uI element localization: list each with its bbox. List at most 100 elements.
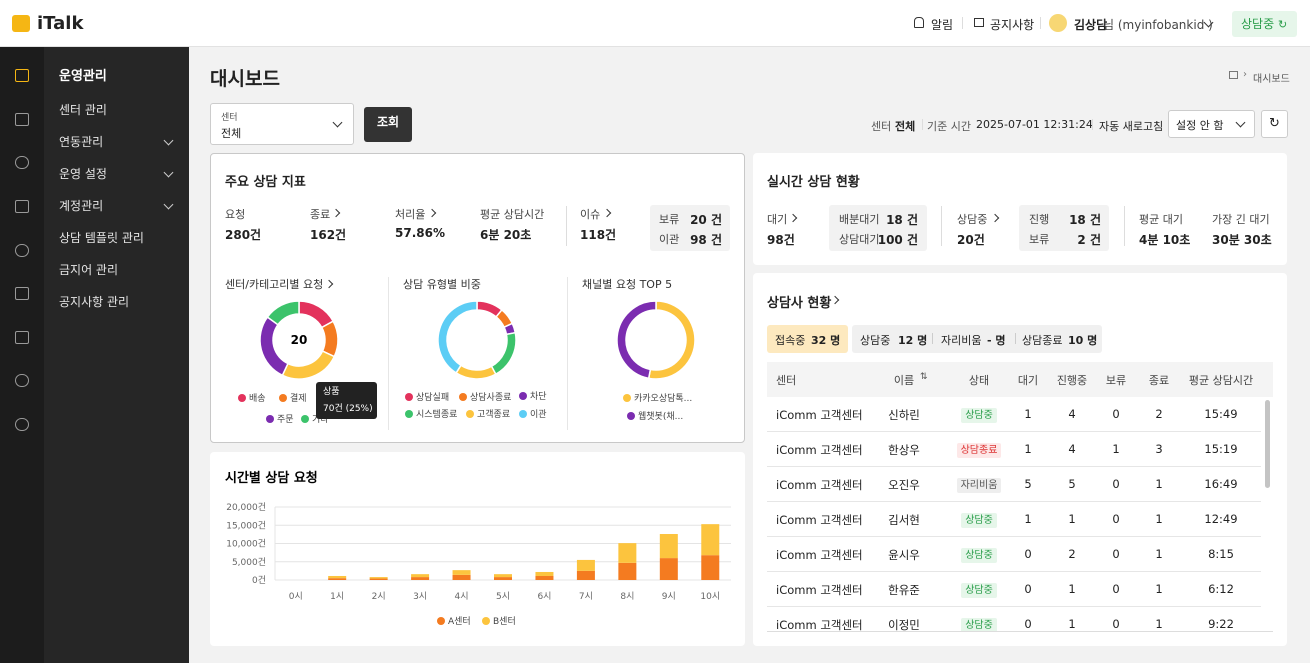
table-cell: 2 xyxy=(1068,547,1076,561)
legend-dot xyxy=(437,617,445,625)
chip-value: 12 명 xyxy=(898,334,928,347)
metric-value: 30분 30초 xyxy=(1212,233,1272,247)
nav-icon[interactable] xyxy=(15,374,29,387)
nav-icon[interactable] xyxy=(15,69,29,82)
menu-item[interactable]: 공지사항 관리 xyxy=(59,295,130,309)
card-title[interactable]: 상담사 현황 xyxy=(767,296,832,311)
status-badge: 상담중 xyxy=(939,406,1019,423)
refresh-select[interactable] xyxy=(1168,110,1255,138)
metric-label[interactable]: 이슈 xyxy=(580,208,601,221)
side-menu xyxy=(44,47,189,663)
table-cell: iComm 고객센터 xyxy=(776,408,863,422)
side-box xyxy=(650,205,730,251)
nav-icon[interactable] xyxy=(15,200,29,213)
legend-dot xyxy=(519,392,527,400)
metric-label[interactable]: 처리율 xyxy=(395,208,426,221)
table-cell: 6:12 xyxy=(1208,582,1234,596)
x-tick-label: 1시 xyxy=(330,591,344,602)
side-value: 2 건 xyxy=(1077,233,1101,247)
notice-link[interactable]: 공지사항 xyxy=(990,18,1035,32)
bar-segment xyxy=(411,577,430,580)
legend-dot xyxy=(466,410,474,418)
status-text: 상담중 xyxy=(1241,17,1275,31)
metric-label[interactable]: 대기 xyxy=(767,213,788,226)
legend-label: 차단 xyxy=(530,390,547,402)
bar-segment xyxy=(494,574,512,578)
search-button[interactable]: 조회 xyxy=(364,107,412,142)
table-cell: 김서현 xyxy=(888,513,920,527)
legend-label: 상담실패 xyxy=(416,391,449,403)
menu-item[interactable]: 운영 설정 xyxy=(59,167,107,181)
column-header: 진행중 xyxy=(1056,374,1088,387)
alarm-link[interactable]: 알림 xyxy=(931,18,954,32)
side-box xyxy=(829,205,927,251)
center-select[interactable] xyxy=(210,103,354,145)
column-header: 센터 xyxy=(776,374,797,387)
table-cell: 0 xyxy=(1024,582,1032,596)
nav-icon[interactable] xyxy=(15,244,29,257)
separator xyxy=(922,119,923,130)
logo[interactable]: iTalk xyxy=(37,13,84,34)
nav-icon[interactable] xyxy=(15,287,29,300)
menu-item[interactable]: 상담 템플릿 관리 xyxy=(59,231,144,245)
table-cell: 5 xyxy=(1024,477,1032,491)
side-label: 배분대기 xyxy=(839,213,880,226)
table-cell: 신하린 xyxy=(888,408,920,422)
bar-segment xyxy=(659,534,678,559)
legend-dot xyxy=(405,410,413,418)
metric-label[interactable]: 종료 xyxy=(310,208,331,221)
user-name[interactable]: 김상담 xyxy=(1074,18,1108,32)
metric-label: 평균 대기 xyxy=(1139,213,1183,226)
separator xyxy=(932,333,933,344)
status-text: 상담중 xyxy=(961,618,997,631)
donut-segment xyxy=(490,331,517,376)
x-tick-label: 10시 xyxy=(700,591,720,602)
bar-segment xyxy=(618,543,637,563)
bell-icon xyxy=(914,17,924,28)
menu-item[interactable]: 금지어 관리 xyxy=(59,263,119,277)
bar-segment xyxy=(576,559,595,571)
nav-icon[interactable] xyxy=(15,113,29,126)
table-cell: iComm 고객센터 xyxy=(776,583,863,597)
metric-label: 요청 xyxy=(225,208,246,221)
page-title: 대시보드 xyxy=(210,68,280,90)
menu-item[interactable]: 계정관리 xyxy=(59,199,104,213)
tooltip: 상품 70건 (25%) xyxy=(316,382,377,419)
metric-label: 가장 긴 대기 xyxy=(1212,213,1270,226)
bar-segment xyxy=(369,578,388,580)
menu-item[interactable]: 센터 관리 xyxy=(59,103,107,117)
menu-item[interactable]: 연동관리 xyxy=(59,135,104,149)
scrollbar[interactable] xyxy=(1265,400,1270,488)
table-cell: 0 xyxy=(1112,547,1120,561)
row-divider xyxy=(767,606,1261,607)
nav-icon[interactable] xyxy=(15,418,29,431)
table-cell: 윤시우 xyxy=(888,548,920,562)
x-tick-label: 5시 xyxy=(496,591,510,602)
side-label: 보류 xyxy=(659,213,680,226)
y-tick-label: 10,000건 xyxy=(226,539,266,550)
table-cell: iComm 고객센터 xyxy=(776,513,863,527)
legend-label: B센터 xyxy=(493,616,516,627)
home-icon[interactable] xyxy=(1229,71,1238,79)
bar-segment xyxy=(701,524,720,556)
select-value: 전체 xyxy=(221,127,242,140)
nav-icon[interactable] xyxy=(15,331,29,344)
table-cell: iComm 고객센터 xyxy=(776,618,863,632)
breadcrumb[interactable]: 대시보드 xyxy=(1253,74,1290,85)
donut-segment xyxy=(455,364,497,380)
side-title: 운영관리 xyxy=(59,69,107,84)
bar-segment xyxy=(411,574,430,578)
x-tick-label: 6시 xyxy=(537,591,551,602)
bar-segment xyxy=(659,558,678,580)
reload-button[interactable]: ↻ xyxy=(1261,110,1288,138)
agents-table: 센터 이름 상태 대기 진행중 보류 종료 평균 상담시간 ⇅ iComm 고객센터 신하린 상담중 1… xyxy=(767,362,1273,632)
separator xyxy=(388,277,389,430)
row-divider xyxy=(767,571,1261,572)
status-button[interactable]: 상담중 ↻ xyxy=(1232,11,1297,37)
table-cell: 9:22 xyxy=(1208,617,1234,631)
metric-label[interactable]: 상담중 xyxy=(957,213,988,226)
legend-label: 결제 xyxy=(290,393,307,404)
nav-icon[interactable] xyxy=(15,156,29,169)
select-label: 센터 xyxy=(221,113,238,123)
